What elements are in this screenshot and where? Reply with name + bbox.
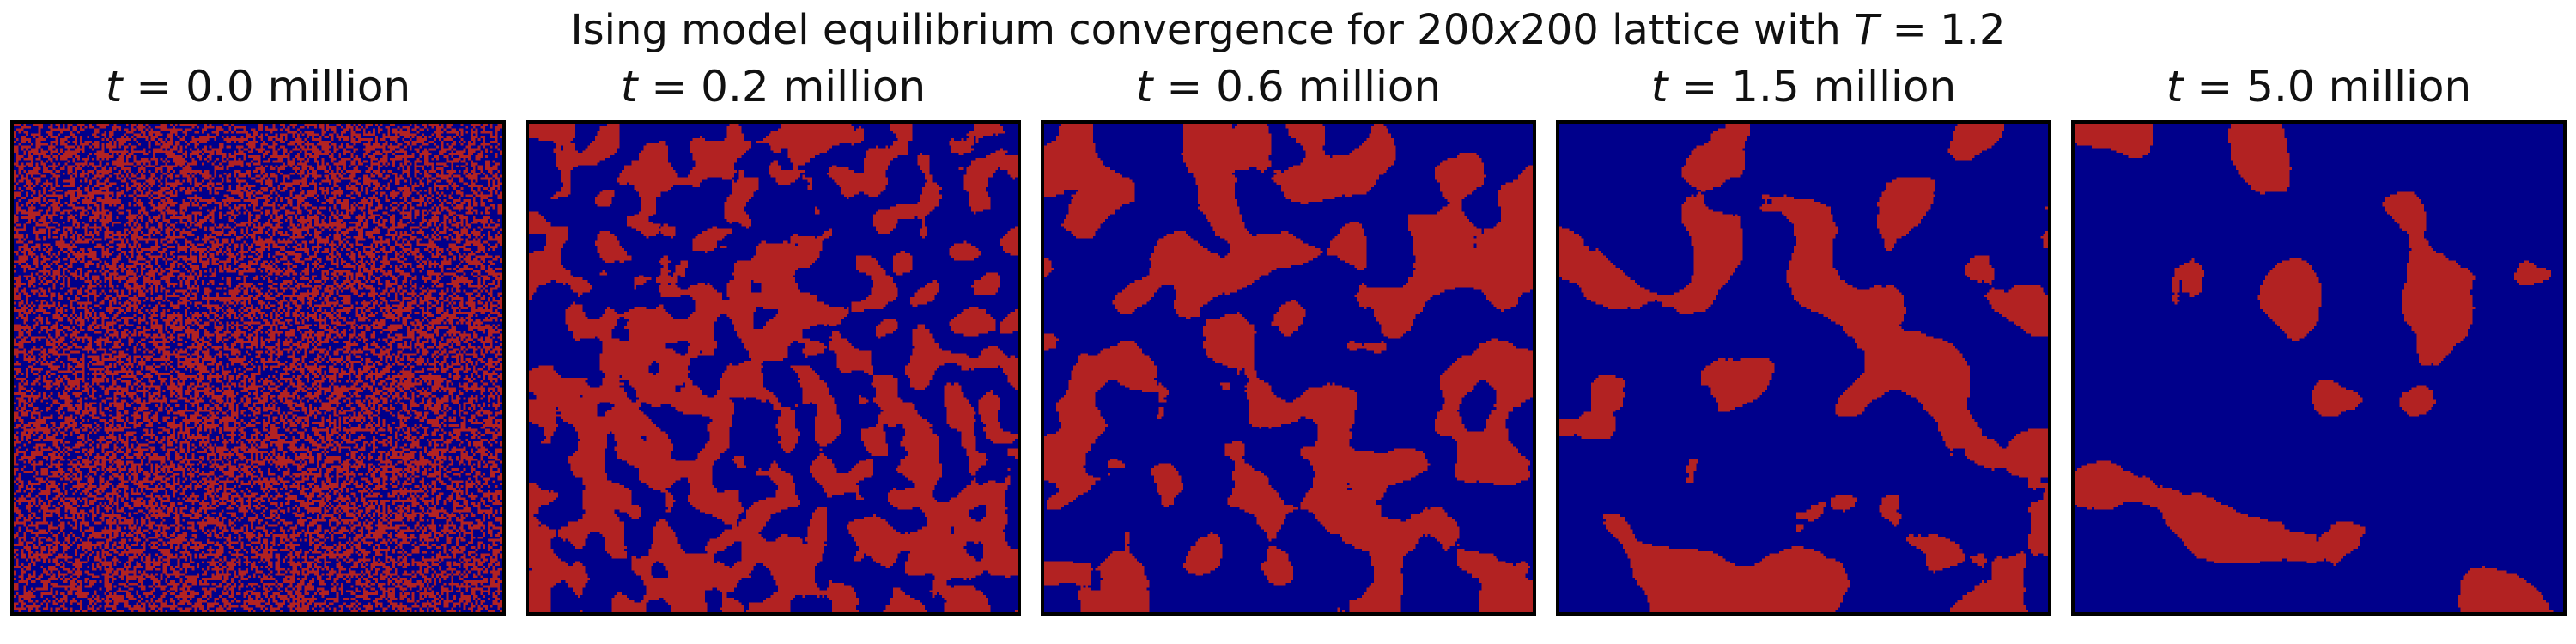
spin-grid [1559, 124, 2048, 612]
spin-up-domains [14, 124, 502, 612]
lattice-heatmap [1556, 120, 2051, 616]
spin-up-domains [1044, 124, 1533, 612]
lattice-heatmap [526, 120, 1021, 616]
panel-title: t = 0.2 million [620, 62, 927, 112]
lattice-heatmap [1041, 120, 1536, 616]
lattice-heatmap [10, 120, 506, 616]
spin-down-field [2075, 124, 2563, 612]
panel-t0: t = 0.0 million [10, 60, 506, 616]
spin-grid [14, 124, 502, 612]
panel-t1: t = 0.2 million [526, 60, 1021, 616]
spin-grid [1044, 124, 1533, 612]
panel-title: t = 5.0 million [2166, 62, 2472, 112]
panel-title: t = 0.0 million [105, 62, 411, 112]
panel-t4: t = 5.0 million [2071, 60, 2567, 616]
spin-grid [529, 124, 1018, 612]
chart-suptitle: Ising model equilibrium convergence for … [570, 6, 2006, 54]
panel-t2: t = 0.6 million [1041, 60, 1536, 616]
panel-title: t = 0.6 million [1135, 62, 1442, 112]
panel-t3: t = 1.5 million [1556, 60, 2051, 616]
spin-grid [2075, 124, 2563, 612]
spin-up-domains [1559, 124, 2048, 612]
spin-up-domains [529, 124, 1018, 612]
panel-title: t = 1.5 million [1650, 62, 1957, 112]
lattice-heatmap [2071, 120, 2567, 616]
